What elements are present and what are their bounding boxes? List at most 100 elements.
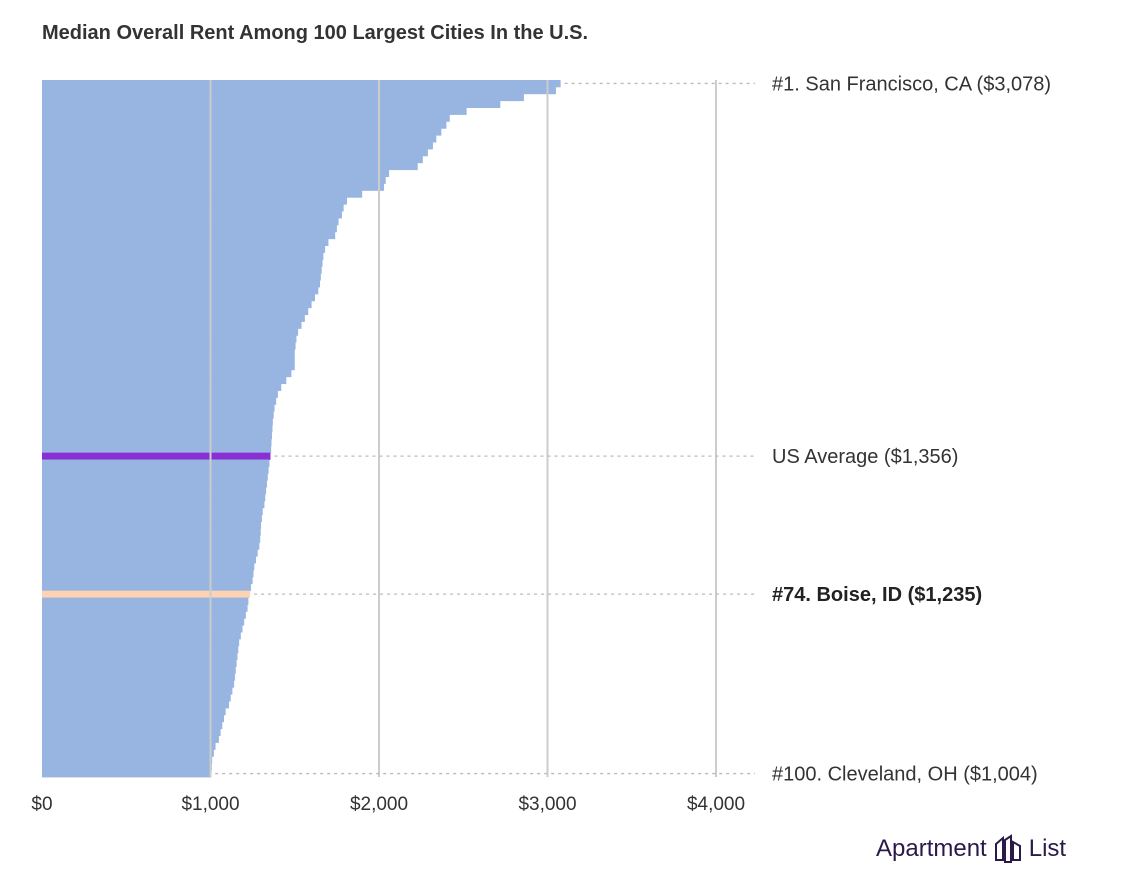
bar	[42, 231, 336, 240]
bar	[42, 142, 433, 150]
bar	[42, 694, 231, 702]
highlight-bar	[42, 590, 251, 598]
bar	[42, 155, 423, 164]
bar	[42, 742, 216, 750]
building-logo-icon	[994, 834, 1021, 863]
bar	[42, 418, 273, 426]
bar	[42, 245, 326, 253]
bar	[42, 500, 265, 509]
bar	[42, 659, 237, 667]
bar	[42, 721, 223, 730]
bar	[42, 611, 246, 619]
bar	[42, 362, 295, 371]
bar	[42, 183, 385, 191]
chart-title: Median Overall Rent Among 100 Largest Ci…	[42, 22, 589, 44]
bar	[42, 542, 260, 550]
bar	[42, 342, 296, 350]
bar	[42, 487, 267, 495]
bar	[42, 549, 258, 557]
logo-text-left: Apartment	[876, 835, 987, 862]
bar	[42, 404, 275, 412]
bar	[42, 218, 339, 226]
bar	[42, 369, 292, 378]
bar	[42, 425, 273, 433]
bar	[42, 701, 230, 709]
bar	[42, 666, 236, 674]
bar	[42, 473, 268, 481]
bar	[42, 211, 342, 219]
bar	[42, 763, 212, 771]
bar	[42, 149, 428, 157]
bar	[42, 224, 337, 233]
bar	[42, 259, 323, 267]
annotation-label-boise: #74. Boise, ID ($1,235)	[772, 584, 982, 606]
bar	[42, 280, 321, 288]
bar	[42, 314, 305, 322]
bar	[42, 293, 315, 302]
bar	[42, 121, 447, 129]
us-average-bar	[42, 452, 271, 460]
bar	[42, 162, 418, 171]
bar	[42, 438, 272, 447]
bar	[42, 770, 212, 778]
bar	[42, 176, 386, 184]
bar	[42, 349, 295, 357]
bar	[42, 645, 239, 654]
bar	[42, 466, 269, 474]
bar	[42, 287, 319, 295]
bar	[42, 321, 302, 329]
bar	[42, 480, 267, 488]
bar	[42, 356, 295, 364]
bar	[42, 190, 363, 198]
bar	[42, 569, 254, 578]
bar	[42, 728, 221, 736]
apartment-list-logo: Apartment List	[876, 834, 1066, 864]
bar	[42, 494, 266, 502]
bar	[42, 556, 256, 564]
x-tick-label: $0	[31, 794, 52, 815]
bar	[42, 335, 297, 343]
bar	[42, 735, 219, 743]
bar	[42, 521, 262, 529]
bar	[42, 638, 240, 647]
bar	[42, 135, 437, 143]
annotation-label-top: #1. San Francisco, CA ($3,078)	[772, 73, 1051, 95]
bar	[42, 445, 272, 454]
bar	[42, 86, 556, 95]
bar	[42, 307, 309, 316]
bar	[42, 618, 245, 626]
bar	[42, 204, 344, 212]
bar	[42, 680, 235, 688]
bar	[42, 80, 561, 88]
x-tick-label: $4,000	[687, 794, 745, 815]
x-tick-label: $2,000	[350, 794, 408, 815]
bar	[42, 328, 299, 336]
bar	[42, 128, 442, 136]
bar	[42, 93, 524, 102]
bar	[42, 383, 282, 391]
bar	[42, 376, 287, 385]
bar	[42, 756, 213, 764]
bar	[42, 563, 255, 571]
bar	[42, 507, 263, 516]
bar	[42, 273, 321, 281]
bar	[42, 431, 272, 440]
bar	[42, 197, 347, 205]
bar	[42, 597, 249, 605]
bar	[42, 169, 390, 178]
bar	[42, 673, 235, 681]
x-tick-label: $1,000	[181, 794, 239, 815]
annotation-label-avg: US Average ($1,356)	[772, 446, 958, 468]
bar	[42, 652, 238, 661]
bar	[42, 238, 329, 247]
logo-text-right: List	[1028, 835, 1067, 862]
bar	[42, 604, 248, 612]
bar	[42, 300, 312, 309]
bar	[42, 576, 253, 585]
bar	[42, 535, 261, 543]
annotation-label-bottom: #100. Cleveland, OH ($1,004)	[772, 764, 1038, 786]
bar	[42, 632, 241, 640]
bar	[42, 390, 278, 398]
bar	[42, 107, 467, 115]
